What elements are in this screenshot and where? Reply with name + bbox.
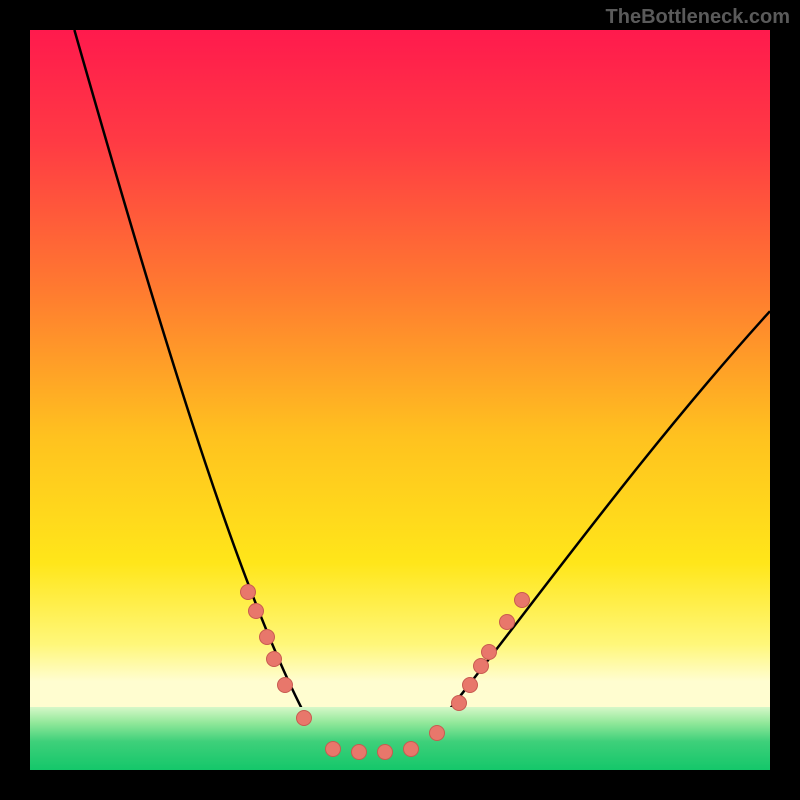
chart-svg bbox=[30, 30, 770, 770]
watermark-text: TheBottleneck.com bbox=[606, 6, 790, 29]
curve-marker bbox=[259, 629, 275, 645]
curve-marker bbox=[481, 644, 497, 660]
green-band bbox=[30, 707, 770, 770]
curve-marker bbox=[277, 677, 293, 693]
curve-marker bbox=[429, 725, 445, 741]
curve-marker bbox=[403, 741, 419, 757]
curve-marker bbox=[296, 710, 312, 726]
curve-marker bbox=[266, 651, 282, 667]
curve-marker bbox=[499, 614, 515, 630]
curve-marker bbox=[473, 658, 489, 674]
chart-plot-area bbox=[30, 30, 770, 770]
curve-marker bbox=[325, 741, 341, 757]
curve-marker bbox=[451, 695, 467, 711]
curve-marker bbox=[514, 592, 530, 608]
curve-marker bbox=[240, 584, 256, 600]
gradient-background bbox=[30, 30, 770, 770]
curve-marker bbox=[351, 744, 367, 760]
curve-marker bbox=[462, 677, 478, 693]
curve-marker bbox=[248, 603, 264, 619]
curve-marker bbox=[377, 744, 393, 760]
